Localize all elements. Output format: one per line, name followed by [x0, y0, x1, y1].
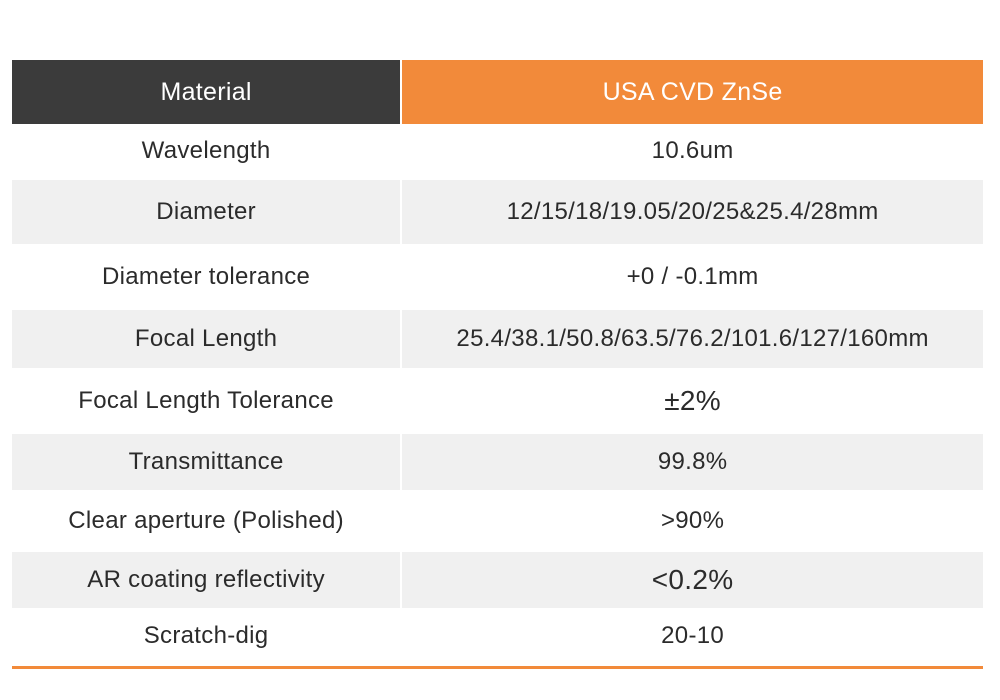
- table-row: AR coating reflectivity <0.2%: [12, 552, 983, 608]
- table-row: Focal Length 25.4/38.1/50.8/63.5/76.2/10…: [12, 310, 983, 368]
- row-label-wavelength: Wavelength: [141, 137, 271, 164]
- row-value-diameter-tolerance: +0 / -0.1mm: [626, 263, 759, 290]
- row-value-ar-coating: <0.2%: [402, 552, 983, 608]
- row-value-diameter: 12/15/18/19.05/20/25&25.4/28mm: [402, 180, 983, 244]
- row-value-focal-length-tolerance: ±2%: [664, 385, 721, 416]
- table-row: Diameter tolerance +0 / -0.1mm: [12, 246, 983, 308]
- table-header-row: Material USA CVD ZnSe: [12, 60, 983, 124]
- row-label-clear-aperture: Clear aperture (Polished): [68, 507, 344, 534]
- row-label-ar-coating: AR coating reflectivity: [12, 552, 401, 608]
- row-value-transmittance: 99.8%: [402, 434, 983, 490]
- row-label-diameter-tolerance: Diameter tolerance: [102, 263, 311, 290]
- row-value-focal-length: 25.4/38.1/50.8/63.5/76.2/101.6/127/160mm: [402, 310, 983, 368]
- row-value-wavelength: 10.6um: [651, 137, 734, 164]
- header-value-cell: USA CVD ZnSe: [402, 60, 983, 124]
- row-label-focal-length-tolerance: Focal Length Tolerance: [78, 387, 334, 414]
- table-row: Diameter 12/15/18/19.05/20/25&25.4/28mm: [12, 180, 983, 244]
- row-label-diameter: Diameter: [12, 180, 401, 244]
- table-row: Focal Length Tolerance ±2%: [12, 370, 983, 432]
- bottom-divider: [12, 666, 983, 669]
- table-row: Scratch-dig 20-10: [12, 610, 983, 662]
- row-label-scratch-dig: Scratch-dig: [143, 622, 269, 649]
- row-value-scratch-dig: 20-10: [661, 622, 725, 649]
- table-row: Transmittance 99.8%: [12, 434, 983, 490]
- row-label-focal-length: Focal Length: [12, 310, 401, 368]
- header-label-cell: Material: [12, 60, 401, 124]
- spec-table: Material USA CVD ZnSe Wavelength 10.6um …: [12, 60, 983, 662]
- table-row: Clear aperture (Polished) >90%: [12, 492, 983, 550]
- table-row: Wavelength 10.6um: [12, 124, 983, 178]
- row-value-clear-aperture: >90%: [660, 507, 725, 534]
- row-label-transmittance: Transmittance: [12, 434, 401, 490]
